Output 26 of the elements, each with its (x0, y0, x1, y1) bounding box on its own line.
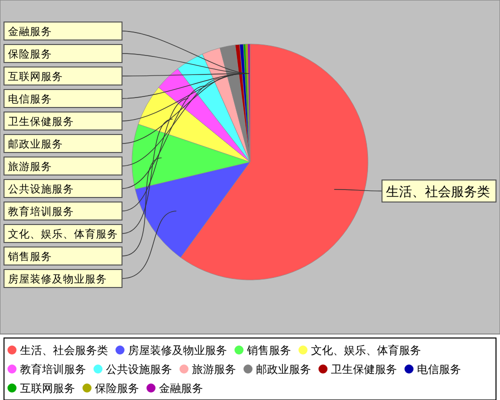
legend-label: 文化、娱乐、体育服务 (311, 344, 421, 357)
slice-label: 生活、社会服务类 (386, 185, 490, 200)
legend-label: 旅游服务 (192, 363, 236, 376)
category-label: 保险服务 (8, 48, 52, 60)
category-label: 公共设施服务 (8, 184, 74, 196)
legend-label: 互联网服务 (20, 382, 75, 395)
legend-label: 教育培训服务 (20, 363, 86, 376)
category-label: 房屋装修及物业服务 (8, 274, 107, 286)
legend-label: 销售服务 (246, 344, 291, 357)
slice-label: 文化、娱乐、体育服务 (8, 228, 118, 240)
category-label: 邮政业服务 (8, 138, 63, 150)
legend-label: 卫生保健服务 (331, 363, 397, 376)
legend-label: 邮政业服务 (256, 363, 311, 376)
category-label: 教育培训服务 (8, 206, 74, 218)
category-label: 销售服务 (8, 251, 52, 263)
category-label: 金融服务 (8, 26, 52, 38)
legend-label: 电信服务 (417, 363, 461, 376)
category-label: 卫生保健服务 (8, 116, 74, 128)
category-label: 旅游服务 (8, 161, 52, 173)
legend-label: 公共设施服务 (106, 363, 172, 376)
legend-label: 房屋装修及物业服务 (128, 344, 227, 357)
category-label: 互联网服务 (8, 71, 63, 83)
category-label: 电信服务 (8, 94, 52, 106)
legend-label: 保险服务 (95, 382, 139, 395)
legend-label: 生活、社会服务类 (20, 344, 108, 357)
legend-label: 金融服务 (159, 382, 203, 395)
